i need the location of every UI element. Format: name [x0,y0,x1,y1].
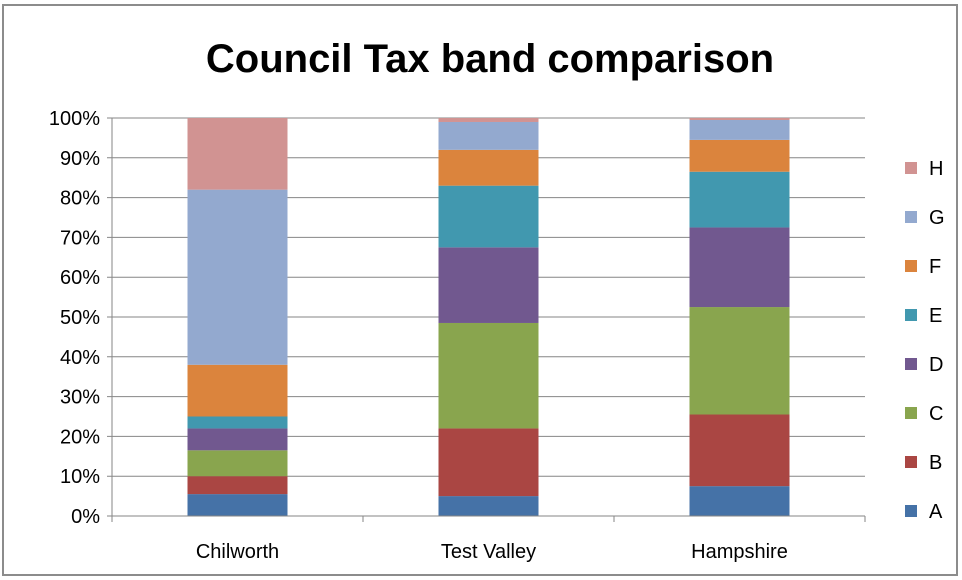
bar-segment-c [689,307,790,415]
bar-segment-e [438,185,539,248]
axes [111,118,866,522]
legend-label: A [929,501,943,523]
bar-segment-e [187,416,288,429]
y-tick-labels: 0% 10% 20% 30% 40% 50% 60% 70% 80% 90% 100% [49,108,100,528]
y-tick-label: 100% [49,108,100,130]
bar-stacks [187,118,790,516]
legend-swatch [905,260,917,272]
bar-segment-c [438,322,539,429]
y-tick-label: 70% [60,227,100,249]
bar-segment-f [438,149,539,186]
x-tick-label: Hampshire [691,541,788,563]
bar-segment-d [689,227,790,308]
legend-swatch [905,407,917,419]
bar-segment-h [438,118,539,122]
y-tick-label: 80% [60,188,100,210]
bar-segment-a [438,496,539,516]
bar-segment-f [187,364,288,417]
legend-swatch [905,505,917,517]
legend-label: D [929,354,943,376]
legend: H G F E D C B A [905,158,945,523]
bar-segment-h [187,118,288,190]
legend-swatch [905,456,917,468]
chart-title: Council Tax band comparison [206,37,774,81]
legend-label: H [929,158,943,180]
bar-segment-d [438,247,539,323]
bar-segment-b [438,428,539,497]
bar-segment-e [689,171,790,228]
y-tick-label: 90% [60,148,100,170]
bar-segment-g [187,189,288,365]
y-tick-label: 20% [60,426,100,448]
y-tick-label: 60% [60,267,100,289]
legend-swatch [905,309,917,321]
y-tick-label: 0% [71,506,100,528]
legend-label: C [929,403,943,425]
bar-segment-b [187,476,288,495]
x-tick-label: Chilworth [196,541,279,563]
legend-label: B [929,452,942,474]
y-tick-label: 10% [60,466,100,488]
bar-segment-g [438,121,539,150]
bar-segment-d [187,428,288,451]
bar-segment-a [187,494,288,516]
x-tick-labels: Chilworth Test Valley Hampshire [196,541,788,563]
y-tick-label: 30% [60,387,100,409]
x-tick-label: Test Valley [441,541,536,563]
legend-label: G [929,207,945,229]
y-tick-label: 50% [60,307,100,329]
bar-segment-a [689,486,790,516]
y-tick-label: 40% [60,347,100,369]
legend-swatch [905,358,917,370]
legend-label: F [929,256,941,278]
legend-label: E [929,305,942,327]
bar-segment-g [689,119,790,140]
legend-swatch [905,211,917,223]
bar-segment-h [689,118,790,120]
bar-segment-b [689,414,790,487]
bar-segment-f [689,139,790,172]
bar-segment-c [187,450,288,477]
legend-swatch [905,162,917,174]
